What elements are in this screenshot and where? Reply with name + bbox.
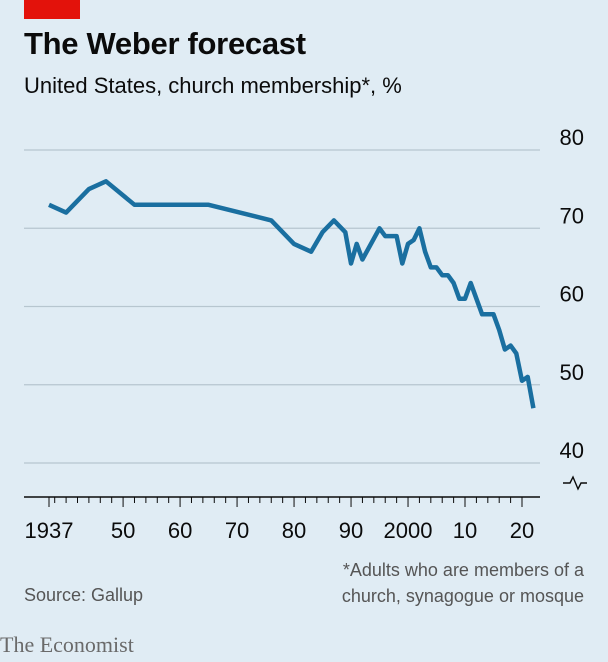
axis-break-icon	[563, 475, 587, 491]
source-note: Source: Gallup	[24, 585, 144, 605]
x-tick-label-20: 20	[510, 518, 534, 543]
footnote: *Adults who are members of a church, syn…	[284, 557, 584, 609]
grid-lines	[24, 149, 540, 464]
x-tick-label-60: 60	[168, 518, 192, 543]
x-tick-label-10: 10	[453, 518, 477, 543]
economist-logo: The Economist	[0, 632, 134, 657]
x-tick-label-50: 50	[111, 518, 135, 543]
series-line-0	[48, 179, 536, 409]
x-tick-label-70: 70	[225, 518, 249, 543]
chart-subtitle: United States, church membership*, %	[24, 73, 402, 98]
footnote-line-2: church, synagogue or mosque	[341, 586, 584, 606]
y-tick-label-60: 60	[560, 282, 584, 307]
y-axis-tick-labels: 80 70 60 50 40	[560, 125, 587, 491]
series-layer	[48, 179, 536, 409]
y-tick-label-40: 40	[560, 438, 584, 463]
y-tick-label-70: 70	[560, 203, 584, 228]
y-tick-label-80: 80	[560, 125, 584, 150]
chart-title: The Weber forecast	[24, 26, 306, 61]
x-tick-label-2000: 2000	[384, 518, 433, 543]
x-tick-label-1937: 1937	[25, 518, 74, 543]
brand-red-tag	[24, 0, 80, 19]
x-tick-label-80: 80	[282, 518, 306, 543]
x-tick-label-90: 90	[339, 518, 363, 543]
y-tick-label-50: 50	[560, 360, 584, 385]
x-axis: 1937 50 60 70 80 90 2000 10 20	[24, 496, 540, 543]
footnote-line-1: *Adults who are members of a	[342, 560, 584, 580]
